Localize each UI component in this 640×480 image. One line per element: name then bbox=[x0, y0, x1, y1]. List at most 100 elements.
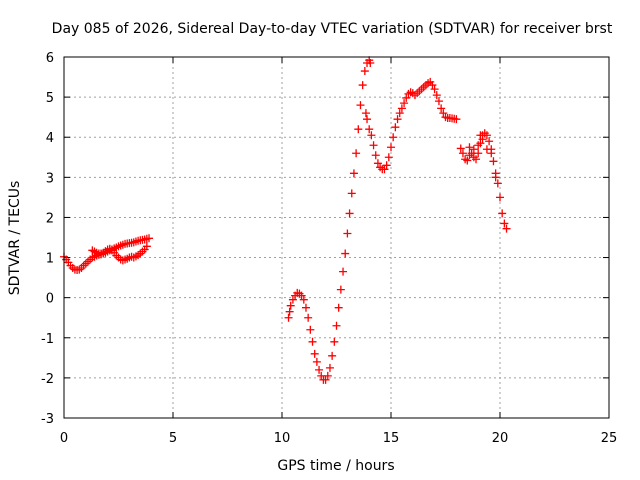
data-point bbox=[367, 131, 376, 140]
data-point bbox=[489, 157, 498, 166]
data-point bbox=[330, 337, 339, 346]
data-point bbox=[491, 173, 500, 182]
data-point bbox=[343, 229, 352, 238]
data-point bbox=[389, 133, 398, 142]
data-point bbox=[301, 303, 310, 312]
data-point bbox=[496, 193, 504, 202]
data-point bbox=[428, 81, 437, 90]
data-point bbox=[387, 143, 395, 152]
data-point bbox=[315, 365, 324, 374]
data-point bbox=[308, 337, 317, 346]
data-point bbox=[365, 125, 374, 134]
data-point bbox=[345, 209, 354, 218]
data-point bbox=[458, 149, 467, 158]
data-point bbox=[336, 285, 345, 294]
data-point bbox=[382, 161, 391, 170]
data-point bbox=[493, 179, 502, 188]
data-point bbox=[304, 313, 313, 322]
data-point bbox=[361, 109, 370, 118]
data-point bbox=[321, 375, 330, 384]
y-tick-label: 2 bbox=[46, 211, 54, 226]
y-tick-label: -2 bbox=[41, 372, 54, 387]
data-point bbox=[325, 363, 334, 372]
data-point bbox=[395, 109, 404, 118]
data-point bbox=[354, 125, 363, 134]
data-point bbox=[474, 149, 483, 158]
data-point bbox=[286, 301, 295, 310]
data-point bbox=[391, 123, 400, 132]
y-tick-label: 4 bbox=[46, 131, 54, 146]
y-tick-label: -1 bbox=[41, 332, 54, 347]
data-point bbox=[437, 104, 446, 113]
data-point bbox=[341, 249, 350, 258]
data-point bbox=[310, 349, 319, 358]
data-point bbox=[145, 234, 154, 243]
y-axis-ticks: -3 -2 -1 0 1 2 3 4 5 6 bbox=[41, 51, 609, 427]
y-tick-label: 1 bbox=[46, 252, 54, 267]
x-axis-label: GPS time / hours bbox=[277, 458, 394, 474]
data-point bbox=[502, 224, 511, 233]
data-point bbox=[363, 115, 372, 124]
data-point bbox=[465, 143, 474, 152]
data-point bbox=[332, 321, 341, 330]
y-axis-label: SDTVAR / TECUs bbox=[7, 181, 23, 296]
data-point bbox=[360, 67, 369, 76]
data-point bbox=[476, 131, 485, 140]
data-point bbox=[323, 371, 332, 380]
data-point bbox=[339, 267, 348, 276]
data-point bbox=[452, 115, 461, 124]
data-point bbox=[312, 357, 321, 366]
data-point bbox=[299, 295, 308, 304]
data-point bbox=[397, 104, 406, 113]
data-point bbox=[380, 165, 389, 174]
data-point bbox=[358, 81, 367, 90]
data-point bbox=[402, 93, 411, 102]
data-point bbox=[306, 325, 315, 334]
x-tick-label: 0 bbox=[60, 431, 68, 446]
y-tick-label: 3 bbox=[46, 171, 54, 186]
y-tick-label: 5 bbox=[46, 91, 54, 106]
plot-frame bbox=[63, 56, 610, 419]
data-point bbox=[356, 101, 365, 110]
x-tick-label: 10 bbox=[274, 431, 291, 446]
data-point bbox=[456, 144, 465, 153]
data-point bbox=[482, 145, 491, 154]
data-point bbox=[500, 219, 509, 228]
y-tick-label: 0 bbox=[46, 292, 54, 307]
data-point bbox=[393, 115, 402, 124]
data-point bbox=[284, 313, 293, 322]
data-point bbox=[369, 141, 378, 150]
data-point bbox=[498, 209, 507, 218]
data-point bbox=[432, 91, 441, 100]
grid-lines bbox=[64, 57, 609, 418]
data-point bbox=[366, 59, 375, 68]
data-point bbox=[469, 145, 478, 154]
data-point bbox=[487, 149, 496, 158]
x-tick-label: 25 bbox=[601, 431, 618, 446]
x-axis-ticks: 0 5 10 15 20 25 bbox=[60, 57, 617, 446]
data-point bbox=[288, 295, 297, 304]
data-point bbox=[373, 159, 382, 168]
data-point bbox=[352, 149, 361, 158]
data-point bbox=[328, 351, 337, 360]
data-point bbox=[474, 141, 483, 150]
y-tick-label: 6 bbox=[46, 51, 54, 66]
data-point bbox=[430, 85, 439, 94]
data-point bbox=[439, 109, 448, 118]
data-point bbox=[334, 303, 343, 312]
data-point bbox=[285, 307, 294, 316]
data-point bbox=[142, 242, 151, 251]
data-point bbox=[347, 189, 356, 198]
data-points bbox=[60, 56, 511, 384]
data-point bbox=[472, 155, 481, 164]
data-point bbox=[400, 99, 409, 108]
y-tick-label: -3 bbox=[41, 412, 54, 427]
data-point bbox=[478, 135, 487, 144]
x-tick-label: 15 bbox=[383, 431, 400, 446]
data-point bbox=[371, 151, 380, 160]
x-tick-label: 5 bbox=[169, 431, 177, 446]
data-point bbox=[434, 97, 443, 106]
data-point bbox=[485, 137, 494, 146]
x-tick-label: 20 bbox=[492, 431, 509, 446]
